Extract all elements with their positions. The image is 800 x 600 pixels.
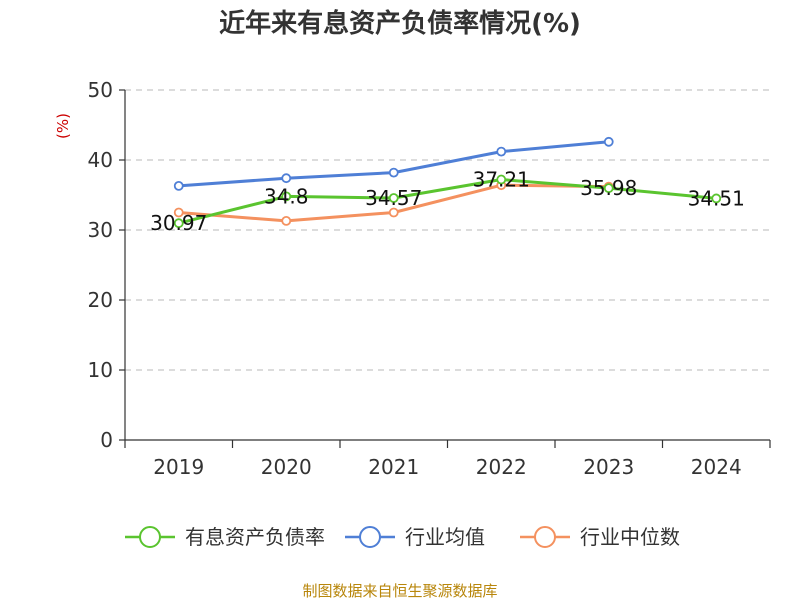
source-note: 制图数据来自恒生聚源数据库 [302, 582, 497, 600]
data-label: 37.21 [473, 168, 530, 192]
x-tick-label: 2022 [476, 455, 527, 479]
legend-label: 行业中位数 [580, 525, 680, 549]
y-tick-label: 0 [100, 428, 113, 452]
chart-title: 近年来有息资产负债率情况(%) [219, 8, 581, 39]
series-lines [173, 136, 722, 229]
y-tick-label: 40 [88, 148, 113, 172]
grid-lines [125, 89, 770, 371]
data-point [388, 167, 399, 178]
data-label: 35.98 [580, 176, 637, 200]
x-tick-label: 2021 [368, 455, 419, 479]
legend-item[interactable]: 行业中位数 [520, 525, 680, 549]
data-point [173, 218, 184, 229]
y-tick-label: 50 [88, 78, 113, 102]
legend-marker [139, 526, 161, 548]
legend-item[interactable]: 有息资产负债率 [125, 525, 325, 549]
legend-label: 行业均值 [405, 525, 485, 549]
series-line [178, 140, 609, 188]
data-point [388, 193, 399, 203]
axes: 0 10 20 30 40 50 2019 2020 2021 2022 2023 2024 [88, 78, 771, 479]
data-label: 34.8 [264, 184, 309, 208]
legend-marker [534, 526, 556, 548]
data-point [281, 191, 292, 202]
data-label: 34.57 [365, 186, 422, 210]
x-tick-label: 2024 [691, 455, 742, 479]
series-line [178, 178, 717, 225]
legend-marker [359, 526, 381, 548]
data-point [496, 146, 507, 157]
data-labels: 30.97 34.8 34.57 37.21 35.98 34.51 [150, 168, 745, 236]
y-tick-label: 10 [88, 358, 113, 382]
y-tick-label: 30 [88, 218, 113, 242]
data-label: 30.97 [150, 211, 207, 235]
data-point [388, 207, 399, 218]
data-point [173, 207, 184, 218]
legend[interactable]: 有息资产负债率 行业均值 行业中位数 [125, 525, 680, 549]
y-tick-label: 20 [88, 288, 113, 312]
data-point [603, 183, 614, 194]
data-point [281, 173, 292, 184]
data-label: 34.51 [688, 186, 745, 210]
legend-item[interactable]: 行业均值 [345, 525, 485, 549]
x-tick-label: 2023 [583, 455, 634, 479]
y-axis-label: (%) [54, 113, 72, 139]
data-point [496, 174, 507, 185]
data-point [281, 215, 292, 226]
data-point [711, 193, 722, 204]
x-tick-label: 2019 [153, 455, 204, 479]
legend-label: 有息资产负债率 [185, 525, 325, 549]
x-tick-label: 2020 [261, 455, 312, 479]
data-point [173, 180, 184, 191]
data-point [603, 136, 614, 147]
